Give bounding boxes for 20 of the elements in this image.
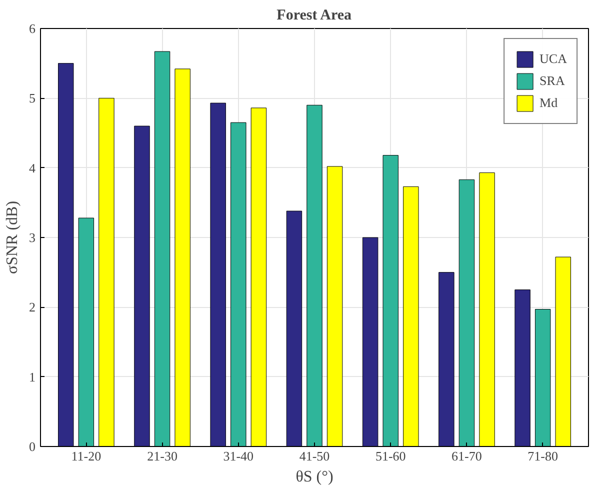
x-tick-label: 51-60 xyxy=(375,448,406,464)
y-tick-label: 0 xyxy=(29,439,36,454)
x-tick-label: 31-40 xyxy=(223,448,254,464)
y-tick-label: 6 xyxy=(29,21,36,36)
y-tick-label: 4 xyxy=(29,160,36,176)
legend-label: SRA xyxy=(540,73,565,89)
legend-label: Md xyxy=(540,95,559,111)
x-tick-label: 11-20 xyxy=(71,448,102,464)
y-axis-title: σSNR (dB) xyxy=(4,200,21,274)
x-tick-label: 61-70 xyxy=(452,448,482,464)
legend-label: UCA xyxy=(540,51,567,67)
x-tick-label: 71-80 xyxy=(528,448,558,464)
x-tick-label: 41-50 xyxy=(299,448,330,464)
y-tick-label: 2 xyxy=(29,300,36,315)
y-tick-label: 5 xyxy=(29,90,36,106)
y-tick-label: 1 xyxy=(29,369,36,384)
y-tick-label: 3 xyxy=(29,230,36,245)
x-tick-label: 21-30 xyxy=(147,448,178,464)
chart-title: Forest Area xyxy=(276,8,352,24)
x-axis-title: θS (°) xyxy=(296,468,334,486)
